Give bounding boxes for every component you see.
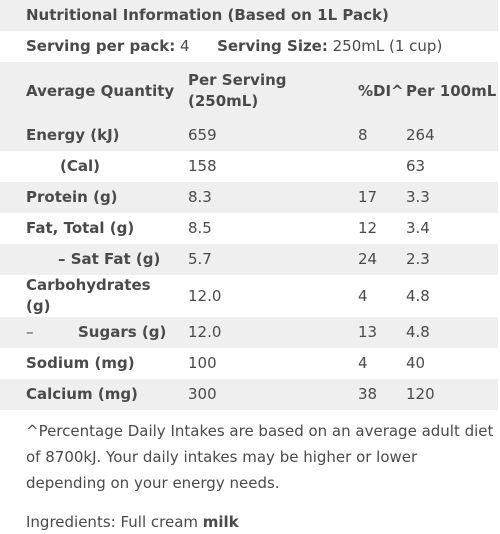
header-di: %DI^ xyxy=(350,62,404,120)
row-per-serving: 158 xyxy=(188,157,217,175)
row-di: 8 xyxy=(350,120,400,151)
row-di: 4 xyxy=(358,286,368,305)
row-dash: – xyxy=(26,323,34,341)
ingredients: Ingredients: Full cream milk xyxy=(0,496,500,534)
title-row: Nutritional Information (Based on 1L Pac… xyxy=(0,0,498,31)
footnote: ^Percentage Daily Intakes are based on a… xyxy=(26,422,494,492)
row-label: Protein (g) xyxy=(26,188,118,206)
row-di: 13 xyxy=(350,317,400,348)
serving-size-label: Serving Size: xyxy=(217,37,328,55)
row-di: 12 xyxy=(358,219,378,237)
row-per-serving: 8.5 xyxy=(188,219,212,237)
row-label: Calcium (mg) xyxy=(26,385,138,403)
row-di: 17 xyxy=(350,182,400,213)
row-per-100: 4.8 xyxy=(400,317,498,348)
row-per-100: 2.3 xyxy=(400,244,498,275)
row-di: 38 xyxy=(350,379,400,410)
table-row: – Sat Fat (g) 5.7 24 2.3 xyxy=(0,244,498,275)
row-per-serving: 100 xyxy=(188,354,217,372)
row-di: 24 xyxy=(350,244,400,275)
table-title: Nutritional Information (Based on 1L Pac… xyxy=(0,0,498,31)
row-per-100: 3.3 xyxy=(400,182,498,213)
header-row: Average Quantity Per Serving (250mL) %DI… xyxy=(0,62,498,120)
row-per-100: 40 xyxy=(406,354,426,372)
row-label: Sodium (mg) xyxy=(26,354,135,372)
row-di xyxy=(350,151,400,182)
row-per-100: 4.8 xyxy=(406,286,430,305)
header-per-serving: Per Serving (250mL) xyxy=(180,62,350,120)
serving-per-pack-label: Serving per pack: xyxy=(26,37,176,55)
table-row: (Cal) 158 63 xyxy=(0,151,498,182)
header-per-100: Per 100mL xyxy=(400,62,498,120)
row-label: Carbohydrates (g) xyxy=(26,276,151,315)
table-row: Calcium (mg) 300 38 120 xyxy=(0,379,498,410)
serving-size-value: 250mL (1 cup) xyxy=(332,37,443,55)
nutrient-rows: Energy (kJ) 659 8 264 (Cal) 158 63 Protein (g) 8… xyxy=(0,120,498,410)
table-row: Carbohydrates (g) 12.0 4 4.8 xyxy=(0,275,498,317)
table-row: Protein (g) 8.3 17 3.3 xyxy=(0,182,498,213)
row-label: Sugars (g) xyxy=(78,323,167,341)
header-quantity: Average Quantity xyxy=(0,62,180,120)
nutrition-table: Nutritional Information (Based on 1L Pac… xyxy=(0,0,498,120)
row-per-serving: 300 xyxy=(180,379,350,410)
row-per-100: 3.4 xyxy=(406,219,430,237)
table-row: Sodium (mg) 100 4 40 xyxy=(0,348,498,379)
row-di: 4 xyxy=(358,354,368,372)
ingredients-bold: milk xyxy=(202,513,239,531)
serving-row: Serving per pack: 4 Serving Size: 250mL … xyxy=(0,31,498,62)
row-label: (Cal) xyxy=(60,157,100,175)
row-label: Fat, Total (g) xyxy=(26,219,135,237)
row-per-serving: 5.7 xyxy=(180,244,350,275)
row-per-serving: 8.3 xyxy=(180,182,350,213)
table-row: Energy (kJ) 659 8 264 xyxy=(0,120,498,151)
row-per-serving: 659 xyxy=(180,120,350,151)
row-label: – Sat Fat (g) xyxy=(58,250,161,268)
row-per-100: 120 xyxy=(400,379,498,410)
ingredients-label: Ingredients: Full cream xyxy=(26,513,198,531)
table-row: – Sugars (g) 12.0 13 4.8 xyxy=(0,317,498,348)
row-per-serving: 12.0 xyxy=(188,286,222,305)
table-row: Fat, Total (g) 8.5 12 3.4 xyxy=(0,213,498,244)
row-per-100: 63 xyxy=(406,157,426,175)
row-label: Energy (kJ) xyxy=(26,126,120,144)
row-per-100: 264 xyxy=(400,120,498,151)
serving-per-pack-value: 4 xyxy=(179,37,190,55)
row-per-serving: 12.0 xyxy=(180,317,350,348)
